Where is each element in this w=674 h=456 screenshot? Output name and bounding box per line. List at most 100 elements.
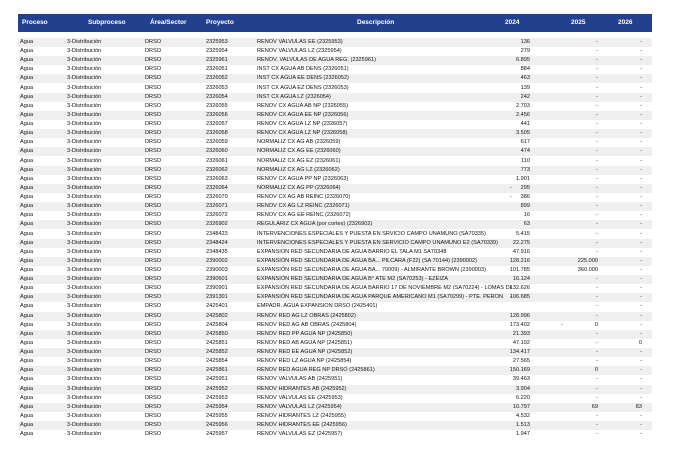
- cell: RENOV HIDRANTES EE (2425956): [257, 422, 347, 429]
- cell: 3.904: [516, 385, 530, 392]
- cell: DRSO: [145, 339, 162, 346]
- cell: -: [596, 385, 598, 392]
- cell: DRSO: [145, 84, 162, 91]
- cell: 2348435: [206, 248, 228, 255]
- cell: -: [596, 431, 598, 438]
- cell: -: [640, 285, 642, 292]
- cell: 3-Distribución: [67, 358, 102, 365]
- cell: 3-Distribución: [67, 294, 102, 301]
- row-band: [18, 193, 652, 203]
- row-band: [18, 211, 652, 221]
- cell: 2325954: [206, 48, 228, 55]
- cell: DRSO: [145, 285, 162, 292]
- cell: DRSO: [145, 93, 162, 100]
- row-band: [18, 101, 652, 111]
- cell: 2326052: [206, 75, 228, 82]
- cell: RENOV RED EE AGUA NP (2425852): [257, 349, 353, 356]
- row-band: [18, 266, 652, 275]
- cell: 2425802: [206, 312, 228, 319]
- cell: DRSO: [145, 358, 162, 365]
- cell: 3-Distribución: [67, 166, 102, 173]
- cell: EXPANSIÓN RED SECUNDARIA DE AGUA PARQUE …: [257, 294, 503, 301]
- cell: Agua: [20, 422, 34, 429]
- cell: -: [596, 148, 598, 155]
- cell: DRSO: [145, 66, 162, 73]
- cell: 884: [520, 66, 530, 73]
- cell: 106.685: [509, 294, 530, 301]
- cell: DRSO: [145, 367, 162, 374]
- cell: -: [596, 175, 598, 182]
- cell: 3-Distribución: [67, 84, 102, 91]
- cell: 2326064: [206, 184, 228, 191]
- cell: Agua: [20, 239, 34, 246]
- cell: 3-Distribución: [67, 349, 102, 356]
- cell: RENOV VALVULAS EZ (2425957): [257, 431, 343, 438]
- cell: Agua: [20, 358, 34, 365]
- cell: 2326053: [206, 84, 228, 91]
- cell: 279: [520, 48, 530, 55]
- cell: Agua: [20, 349, 34, 356]
- cell: 3-Distribución: [67, 48, 102, 55]
- row-band: [18, 311, 652, 321]
- cell: -: [596, 394, 598, 401]
- cell: 3-Distribución: [67, 148, 102, 155]
- row-band: [18, 47, 652, 57]
- cell: 2326051: [206, 66, 228, 73]
- cell: -: [640, 166, 642, 173]
- cell: DRSO: [145, 130, 162, 137]
- cell: -: [596, 239, 598, 246]
- row-band: [18, 338, 652, 348]
- row-band: [18, 375, 652, 385]
- cell: 1.513: [516, 422, 530, 429]
- cell: -: [596, 276, 598, 283]
- cell: DRSO: [145, 102, 162, 109]
- row-band: [18, 402, 652, 412]
- row-band: [18, 56, 652, 66]
- cell: 27.565: [512, 358, 530, 365]
- cell: 3-Distribución: [67, 431, 102, 438]
- cell: DRSO: [145, 248, 162, 255]
- cell: -: [640, 212, 642, 219]
- cell: 2.456: [516, 111, 530, 118]
- cell: 617: [520, 139, 530, 146]
- cell: 2425951: [206, 376, 228, 383]
- cell: NORMALIZ CX AG EZ (2326061): [257, 157, 341, 164]
- cell: -: [596, 294, 598, 301]
- row-band: [18, 411, 652, 421]
- cell: -: [596, 212, 598, 219]
- cell: Agua: [20, 111, 34, 118]
- cell: 2326057: [206, 121, 228, 128]
- row-band: [18, 229, 652, 239]
- cell: Agua: [20, 248, 34, 255]
- cell: 3-Distribución: [67, 376, 102, 383]
- cell: NORMALIZ CX AG EE (2326060): [257, 148, 341, 155]
- row-band: [18, 92, 652, 102]
- cell: -: [596, 66, 598, 73]
- cell: Agua: [20, 367, 34, 374]
- cell: Agua: [20, 339, 34, 346]
- cell: 441: [520, 121, 530, 128]
- cell: Agua: [20, 230, 34, 237]
- cell: -: [640, 39, 642, 45]
- cell: 225.000: [577, 257, 598, 264]
- cell: 3-Distribución: [67, 203, 102, 210]
- cell: 2326060: [206, 148, 228, 155]
- row-band: [18, 320, 652, 330]
- cell: -: [640, 239, 642, 246]
- cell: -: [640, 121, 642, 128]
- cell: 2348423: [206, 230, 228, 237]
- cell: DRSO: [145, 121, 162, 128]
- cell: 132.626: [509, 285, 530, 292]
- cell: 2425952: [206, 385, 228, 392]
- cell: Agua: [20, 412, 34, 419]
- cell: -: [596, 166, 598, 173]
- cell: 3-Distribución: [67, 157, 102, 164]
- cell: -: [640, 57, 642, 64]
- cell: 4.532: [516, 412, 530, 419]
- cell: 3-Distribución: [67, 130, 102, 137]
- cell: 16.124: [512, 276, 530, 283]
- cell: 2348424: [206, 239, 228, 246]
- cell: Agua: [20, 267, 34, 273]
- cell: 1.901: [516, 175, 530, 182]
- row-band: [18, 120, 652, 130]
